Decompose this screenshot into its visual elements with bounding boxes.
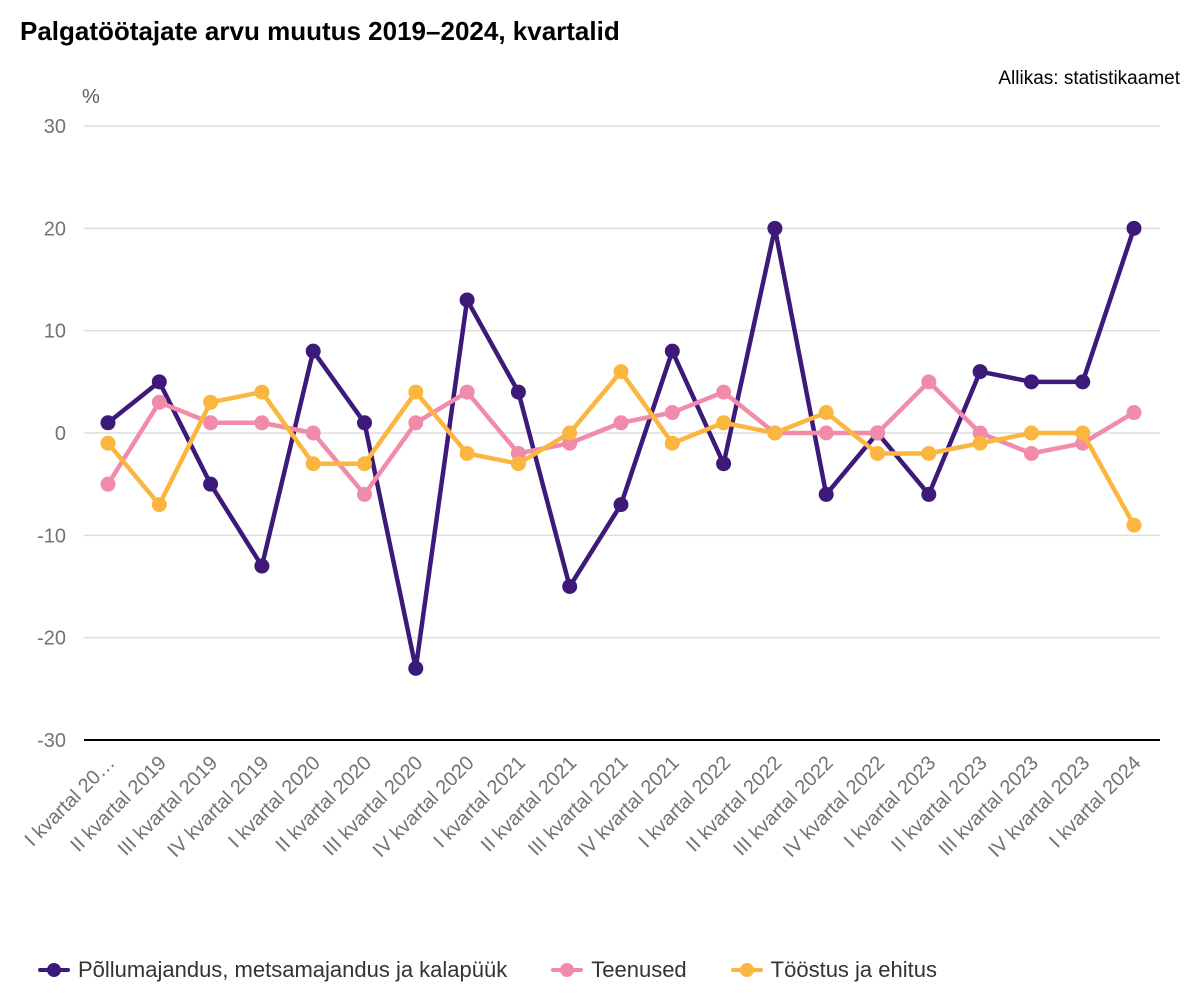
data-point[interactable] xyxy=(408,415,424,431)
data-point[interactable] xyxy=(357,456,372,472)
data-point[interactable] xyxy=(254,415,270,431)
data-point[interactable] xyxy=(357,486,372,502)
data-point[interactable] xyxy=(510,384,526,400)
data-point[interactable] xyxy=(305,456,321,472)
data-point[interactable] xyxy=(100,476,116,492)
data-point[interactable] xyxy=(151,394,167,410)
data-point[interactable] xyxy=(716,415,732,431)
legend-marker-icon xyxy=(730,963,763,977)
line-chart: 30 20 10 0 -10 -20 -30 I kvartal 20…II kvartal… xyxy=(21,116,1160,862)
series-1 xyxy=(100,220,1142,676)
data-point[interactable] xyxy=(357,415,372,431)
data-point[interactable] xyxy=(151,497,167,513)
data-point[interactable] xyxy=(716,384,732,400)
data-point[interactable] xyxy=(408,384,424,400)
data-point[interactable] xyxy=(562,425,578,441)
data-point[interactable] xyxy=(100,415,116,431)
data-point[interactable] xyxy=(818,405,834,421)
data-point[interactable] xyxy=(972,364,988,380)
data-point[interactable] xyxy=(305,425,321,441)
data-point[interactable] xyxy=(972,435,988,451)
data-point[interactable] xyxy=(562,579,578,594)
y-axis-unit: % xyxy=(82,86,100,108)
legend-marker-icon xyxy=(38,963,70,977)
data-point[interactable] xyxy=(664,405,680,421)
data-point[interactable] xyxy=(203,394,219,410)
x-tick-label: I kvartal 2024 xyxy=(1045,752,1145,852)
data-point[interactable] xyxy=(459,292,475,308)
legend-label: Tööstus ja ehitus xyxy=(770,957,937,982)
data-point[interactable] xyxy=(870,425,885,441)
y-tick-label: 0 xyxy=(55,423,66,445)
data-point[interactable] xyxy=(151,374,167,390)
series-group xyxy=(100,220,1142,676)
data-point[interactable] xyxy=(1075,425,1091,441)
data-point[interactable] xyxy=(767,425,783,441)
grid-lines xyxy=(84,125,1160,741)
data-point[interactable] xyxy=(1075,374,1091,390)
chart-title: Palgatöötajate arvu muutus 2019–2024, kv… xyxy=(20,16,620,46)
data-point[interactable] xyxy=(921,445,937,461)
legend-item[interactable]: Teenused xyxy=(551,957,687,983)
data-point[interactable] xyxy=(1126,517,1142,533)
y-tick-label: -20 xyxy=(37,628,66,650)
y-axis-ticks: 30 20 10 0 -10 -20 -30 xyxy=(37,116,66,752)
legend-marker-icon xyxy=(551,963,584,977)
y-tick-label: 10 xyxy=(44,321,66,343)
data-point[interactable] xyxy=(510,456,526,472)
y-tick-label: 30 xyxy=(44,116,66,138)
data-point[interactable] xyxy=(459,445,475,461)
data-point[interactable] xyxy=(203,476,219,492)
legend-item[interactable]: Põllumajandus, metsamajandus ja kalapüük xyxy=(38,957,507,983)
legend-item[interactable]: Tööstus ja ehitus xyxy=(730,957,937,983)
data-point[interactable] xyxy=(254,558,270,574)
data-point[interactable] xyxy=(100,435,116,451)
data-point[interactable] xyxy=(305,343,321,359)
data-point[interactable] xyxy=(716,456,732,472)
source-note: Allikas: statistikaamet xyxy=(998,68,1180,89)
data-point[interactable] xyxy=(818,425,834,441)
data-point[interactable] xyxy=(1023,374,1039,390)
data-point[interactable] xyxy=(203,415,219,431)
data-point[interactable] xyxy=(1126,220,1142,236)
y-tick-label: -10 xyxy=(37,525,66,547)
data-point[interactable] xyxy=(870,445,885,461)
data-point[interactable] xyxy=(818,486,834,502)
data-point[interactable] xyxy=(613,364,629,380)
data-point[interactable] xyxy=(767,220,783,236)
data-point[interactable] xyxy=(664,343,680,359)
data-point[interactable] xyxy=(613,415,629,431)
data-point[interactable] xyxy=(459,384,475,400)
y-tick-label: -30 xyxy=(37,730,66,752)
data-point[interactable] xyxy=(408,660,424,676)
legend-label: Põllumajandus, metsamajandus ja kalapüük xyxy=(78,957,508,982)
legend-label: Teenused xyxy=(591,957,687,982)
y-tick-label: 20 xyxy=(44,218,66,240)
data-point[interactable] xyxy=(921,486,937,502)
series-2 xyxy=(100,374,1142,502)
series-3 xyxy=(100,364,1142,533)
data-point[interactable] xyxy=(921,374,937,390)
legend: Põllumajandus, metsamajandus ja kalapüük… xyxy=(38,957,981,983)
data-point[interactable] xyxy=(1023,425,1039,441)
data-point[interactable] xyxy=(664,435,680,451)
data-point[interactable] xyxy=(1126,405,1142,421)
data-point[interactable] xyxy=(1023,445,1039,461)
data-point[interactable] xyxy=(613,497,629,513)
data-point[interactable] xyxy=(254,384,270,400)
